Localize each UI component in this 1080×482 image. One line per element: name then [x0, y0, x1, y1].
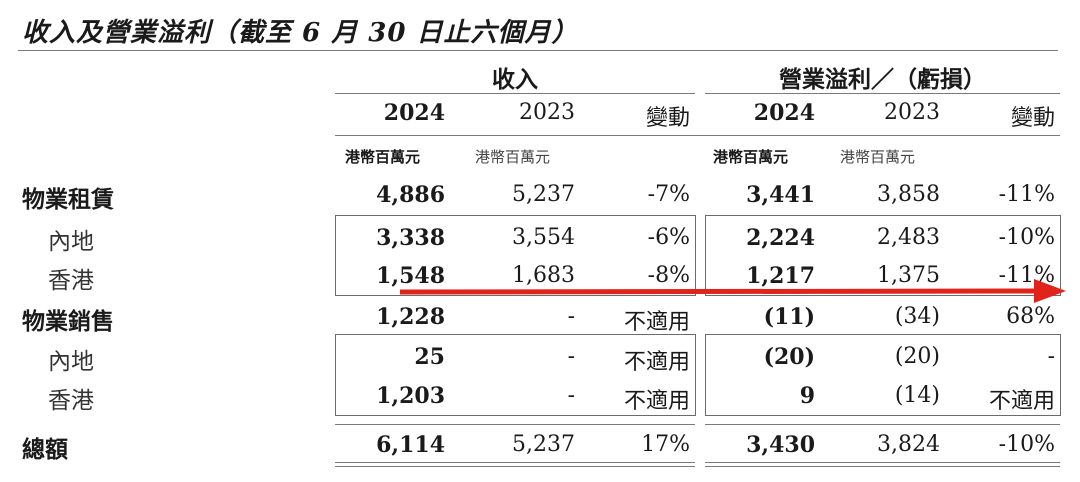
table-cell: -	[567, 383, 575, 408]
table-cell: 不適用	[623, 389, 690, 414]
row-label-mainland: 內地	[48, 229, 94, 255]
table-cell: 9	[799, 383, 815, 409]
year-2024-profit: 2024	[753, 100, 815, 126]
row-label-mainland: 內地	[48, 349, 94, 375]
unit-label: 港幣百萬元	[713, 148, 789, 166]
row-label-total: 總額	[22, 437, 68, 463]
table-cell: 25	[414, 344, 445, 370]
table-cell: 1,683	[512, 263, 575, 288]
group-header-revenue: 收入	[492, 66, 538, 93]
table-cell: -	[1047, 344, 1055, 369]
table-cell: (20)	[894, 344, 940, 369]
table-cell: 5,237	[512, 432, 575, 457]
change-header-revenue: 變動	[645, 106, 690, 131]
table-cell: 1,375	[877, 263, 940, 288]
title-rule	[18, 50, 1058, 51]
table-cell: 5,237	[512, 182, 575, 207]
group-rule-revenue	[335, 93, 695, 94]
year-2023-profit: 2023	[884, 100, 940, 125]
unit-label: 港幣百萬元	[475, 148, 551, 166]
unit-label: 港幣百萬元	[840, 148, 916, 166]
total-bottom-rule	[335, 466, 695, 467]
table-cell: 3,338	[376, 225, 445, 251]
unit-label: 港幣百萬元	[345, 148, 421, 166]
table-cell: 1,228	[376, 304, 445, 330]
row-label-hong-kong: 香港	[48, 388, 94, 414]
table-cell: 3,554	[512, 225, 575, 250]
arrow-shaft	[399, 288, 1046, 295]
sub-box-sales-revenue	[335, 334, 696, 416]
table-cell: -11%	[998, 182, 1055, 207]
table-cell: 1,203	[376, 383, 445, 409]
change-header-profit: 變動	[1010, 106, 1055, 131]
table-cell: 4,886	[376, 182, 445, 208]
table-cell: 3,858	[877, 182, 940, 207]
table-cell: -	[567, 304, 575, 329]
sub-box-sales-profit	[705, 334, 1061, 416]
table-cell: (14)	[894, 383, 940, 408]
table-cell: 17%	[641, 432, 690, 457]
table-cell: 6,114	[376, 432, 445, 458]
table-cell: 不適用	[623, 310, 690, 335]
total-bottom-rule	[335, 462, 695, 463]
total-top-rule	[335, 424, 695, 425]
table-cell: 3,430	[746, 432, 815, 458]
table-cell: 1,548	[376, 263, 445, 289]
table-cell: (20)	[763, 344, 815, 370]
table-cell: 不適用	[988, 389, 1055, 414]
table-cell: 2,483	[877, 225, 940, 250]
page-title: 收入及營業溢利（截至 6 月 30 日止六個月）	[22, 18, 579, 48]
table-cell: -8%	[647, 263, 690, 288]
total-bottom-rule	[705, 462, 1060, 463]
row-label-property-sales: 物業銷售	[22, 309, 114, 335]
year-2024-revenue: 2024	[383, 100, 445, 126]
sub-box-leasing-revenue	[335, 215, 696, 296]
table-cell: 3,441	[746, 182, 815, 208]
table-cell: (34)	[894, 304, 940, 329]
row-label-property-leasing: 物業租賃	[22, 187, 114, 213]
group-header-profit: 營業溢利／（虧損）	[779, 67, 986, 93]
year-rule	[335, 135, 1060, 136]
table-cell: 不適用	[623, 350, 690, 375]
row-label-hong-kong: 香港	[48, 268, 94, 294]
table-cell: -10%	[998, 432, 1055, 457]
year-2023-revenue: 2023	[519, 100, 575, 125]
table-cell: (11)	[763, 304, 815, 330]
table-cell: 1,217	[746, 263, 815, 289]
table-cell: -6%	[647, 225, 690, 250]
table-cell: 3,824	[877, 432, 940, 457]
arrow-head	[1034, 279, 1066, 303]
total-top-rule	[705, 424, 1060, 425]
sub-box-leasing-profit	[705, 215, 1061, 296]
group-rule-profit	[705, 93, 1060, 94]
table-cell: 68%	[1006, 304, 1055, 329]
table-cell: 2,224	[746, 225, 815, 251]
table-cell: -10%	[998, 225, 1055, 250]
total-bottom-rule	[705, 466, 1060, 467]
table-cell: -7%	[647, 182, 690, 207]
table-cell: -	[567, 344, 575, 369]
